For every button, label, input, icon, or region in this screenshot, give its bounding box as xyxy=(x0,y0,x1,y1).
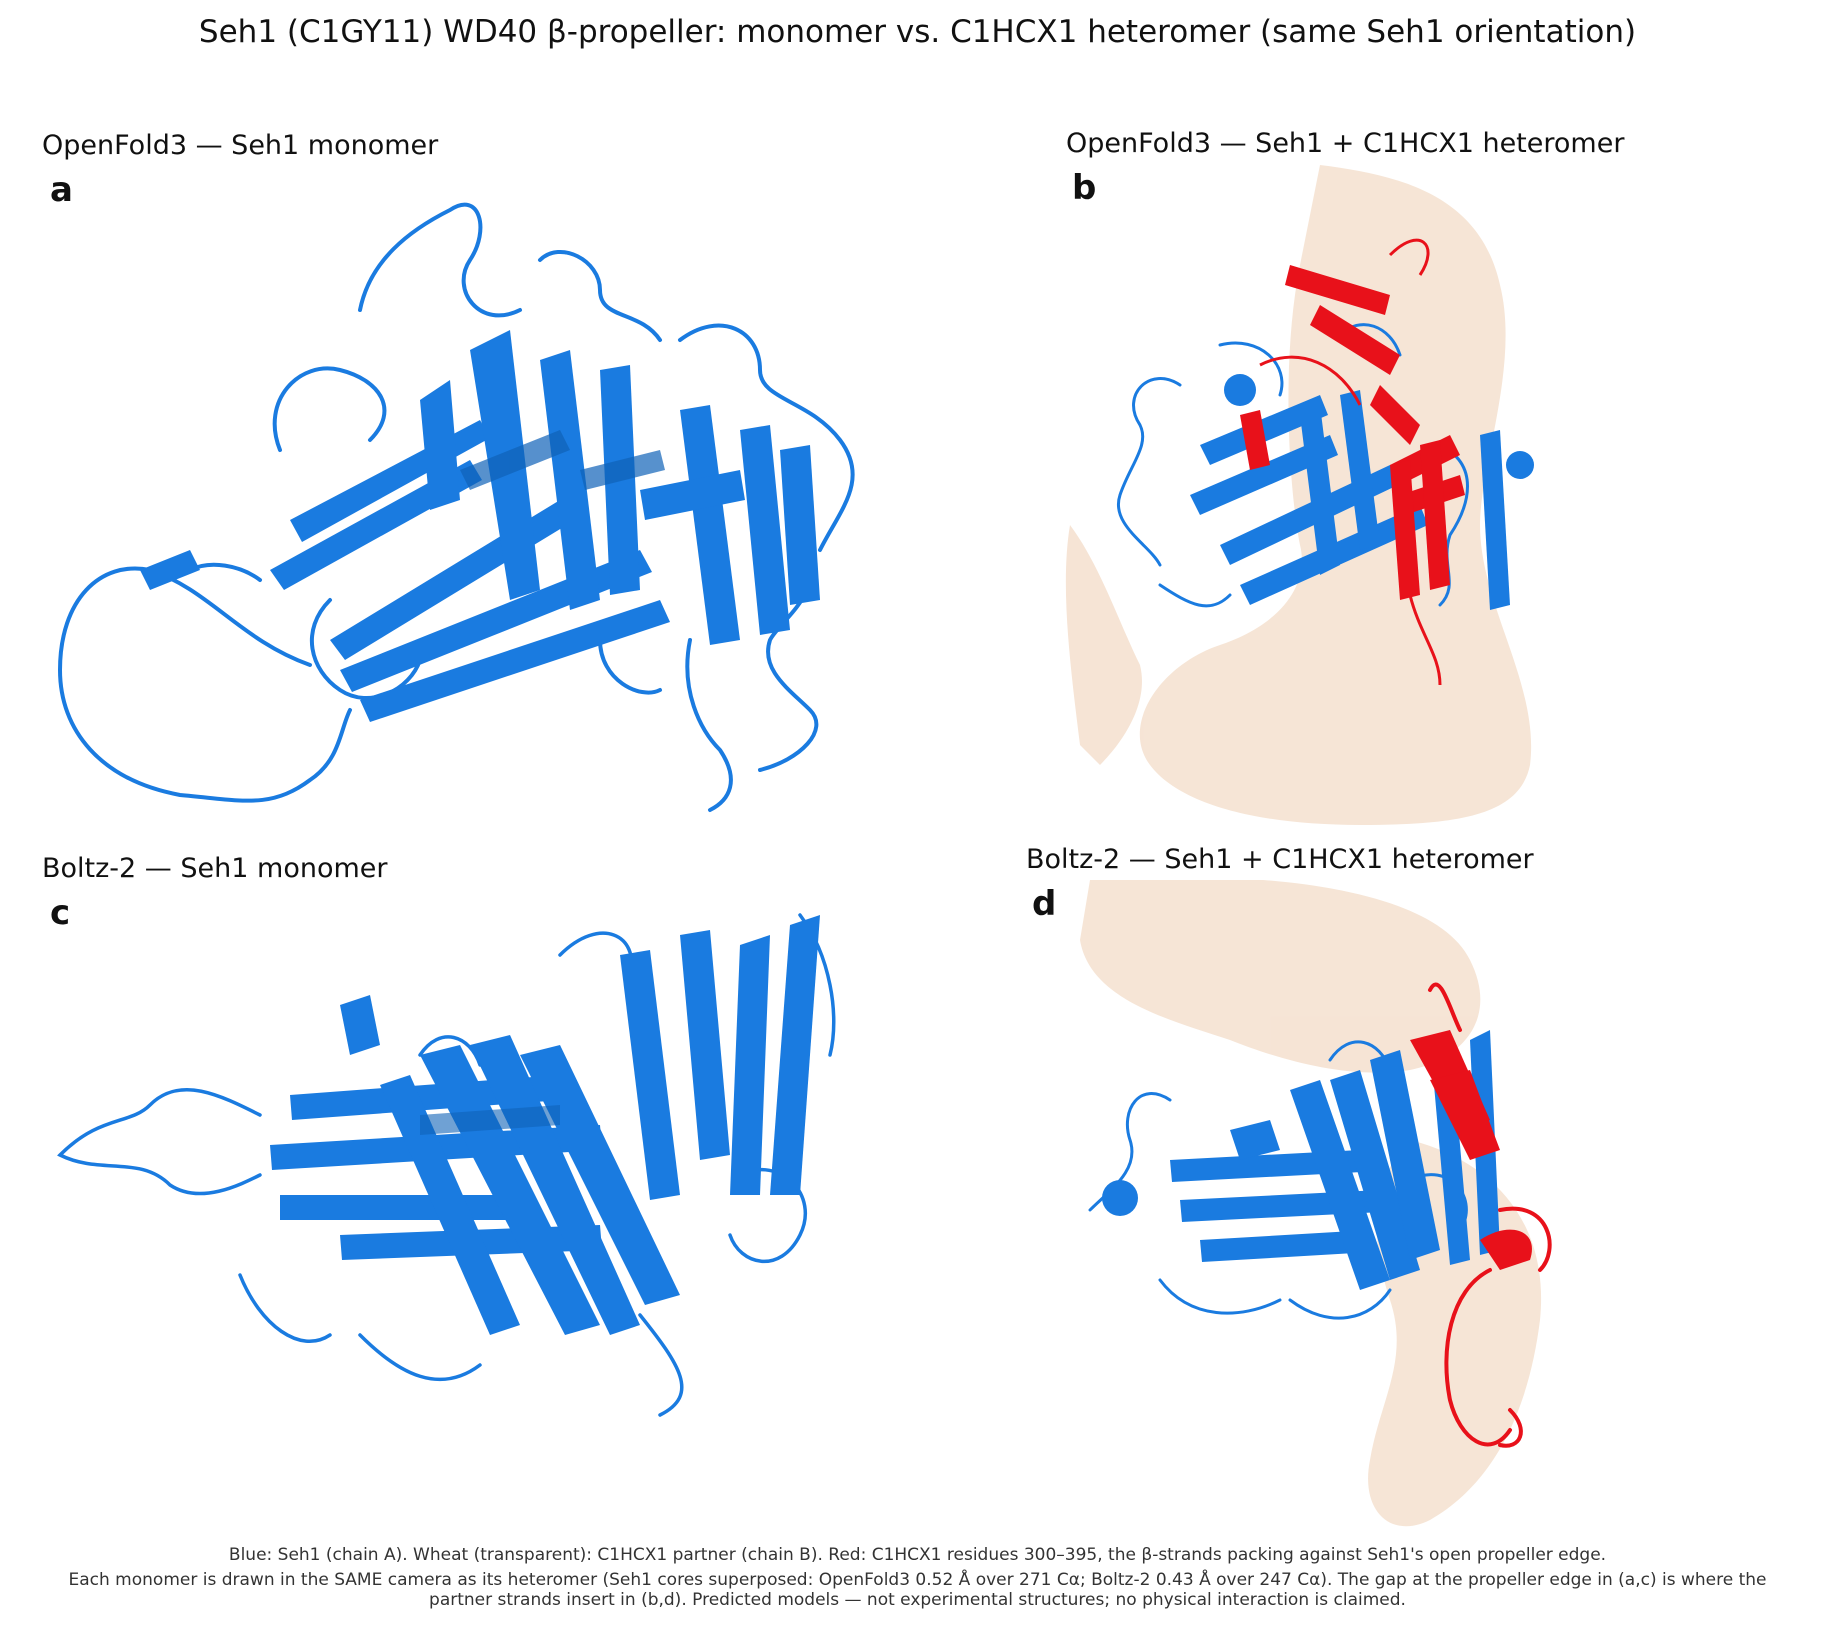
panel-b-structure-render xyxy=(1065,165,1534,825)
panel-c-letter: c xyxy=(50,893,71,933)
panel-c-title: Boltz-2 — Seh1 monomer xyxy=(42,853,388,884)
panel-d-title: Boltz-2 — Seh1 + C1HCX1 heteromer xyxy=(1026,844,1534,875)
caption-line-3: partner strands insert in (b,d). Predict… xyxy=(429,1590,1406,1610)
panel-a-title: OpenFold3 — Seh1 monomer xyxy=(42,130,439,161)
panel-a-structure-render xyxy=(58,202,855,812)
panel-a-letter: a xyxy=(50,170,73,210)
caption-line-1: Blue: Seh1 (chain A). Wheat (transparent… xyxy=(228,1545,1607,1565)
caption-line-2: Each monomer is drawn in the SAME camera… xyxy=(68,1570,1767,1590)
panel-b-title: OpenFold3 — Seh1 + C1HCX1 heteromer xyxy=(1066,128,1625,159)
panel-c-structure-render xyxy=(57,913,836,1417)
panel-d-letter: d xyxy=(1032,884,1057,924)
panel-b-letter: b xyxy=(1072,168,1097,208)
panel-d-structure-render xyxy=(1080,880,1552,1527)
figure-title: Seh1 (C1GY11) WD40 β-propeller: monomer … xyxy=(198,14,1637,50)
